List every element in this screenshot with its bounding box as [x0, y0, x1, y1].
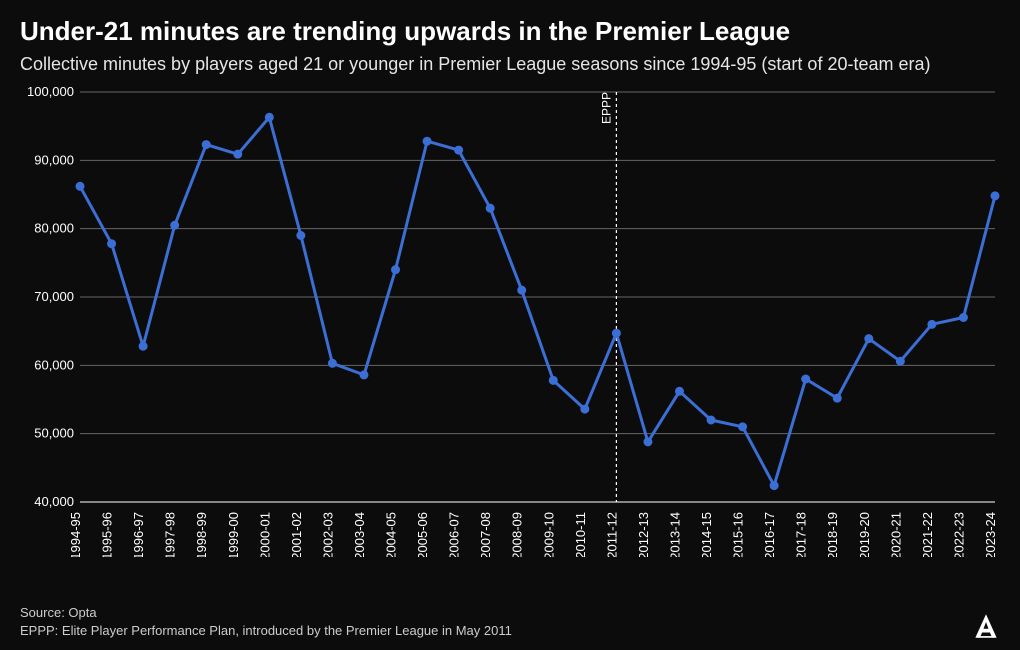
svg-text:2008-09: 2008-09	[510, 512, 525, 557]
chart-subtitle: Collective minutes by players aged 21 or…	[20, 53, 1000, 76]
chart-container: Under-21 minutes are trending upwards in…	[0, 0, 1020, 650]
svg-text:2022-23: 2022-23	[951, 512, 966, 557]
athletic-logo-icon	[972, 612, 1000, 640]
svg-text:70,000: 70,000	[34, 289, 74, 304]
svg-text:1994-95: 1994-95	[68, 512, 83, 557]
svg-text:2017-18: 2017-18	[794, 512, 809, 557]
svg-text:2007-08: 2007-08	[478, 512, 493, 557]
svg-text:2010-11: 2010-11	[573, 512, 588, 557]
svg-text:2009-10: 2009-10	[541, 512, 556, 557]
svg-text:1996-97: 1996-97	[131, 512, 146, 557]
chart-title: Under-21 minutes are trending upwards in…	[20, 16, 1000, 47]
svg-text:2004-05: 2004-05	[384, 512, 399, 557]
footnote-text: EPPP: Elite Player Performance Plan, int…	[20, 622, 1000, 640]
svg-text:1995-96: 1995-96	[100, 512, 115, 557]
svg-text:2011-12: 2011-12	[604, 512, 619, 557]
svg-text:2023-24: 2023-24	[983, 512, 998, 557]
svg-text:1999-00: 1999-00	[226, 512, 241, 557]
svg-text:2002-03: 2002-03	[320, 512, 335, 557]
svg-text:50,000: 50,000	[34, 425, 74, 440]
svg-text:1997-98: 1997-98	[163, 512, 178, 557]
svg-text:100,000: 100,000	[27, 87, 74, 99]
svg-text:2001-02: 2001-02	[289, 512, 304, 557]
svg-text:1998-99: 1998-99	[194, 512, 209, 557]
line-chart-svg: 40,000 50,000 60,000 70,000 80,000 90,000 100,…	[20, 87, 1000, 557]
svg-text:2013-14: 2013-14	[667, 512, 682, 557]
svg-text:2021-22: 2021-22	[920, 512, 935, 557]
svg-text:90,000: 90,000	[34, 152, 74, 167]
svg-text:2015-16: 2015-16	[731, 512, 746, 557]
svg-text:2005-06: 2005-06	[415, 512, 430, 557]
source-text: Source: Opta	[20, 604, 1000, 622]
svg-text:2012-13: 2012-13	[636, 512, 651, 557]
svg-text:40,000: 40,000	[34, 494, 74, 509]
svg-text:2016-17: 2016-17	[762, 512, 777, 557]
chart-plot-area: 40,000 50,000 60,000 70,000 80,000 90,000 100,…	[20, 87, 1000, 557]
svg-text:2003-04: 2003-04	[352, 512, 367, 557]
svg-text:EPPP: EPPP	[599, 92, 613, 124]
svg-text:2006-07: 2006-07	[447, 512, 462, 557]
svg-text:2018-19: 2018-19	[825, 512, 840, 557]
svg-text:2000-01: 2000-01	[257, 512, 272, 557]
svg-text:2020-21: 2020-21	[888, 512, 903, 557]
svg-text:2014-15: 2014-15	[699, 512, 714, 557]
svg-text:60,000: 60,000	[34, 357, 74, 372]
svg-text:80,000: 80,000	[34, 220, 74, 235]
chart-footer: Source: Opta EPPP: Elite Player Performa…	[20, 604, 1000, 640]
svg-text:2019-20: 2019-20	[857, 512, 872, 557]
